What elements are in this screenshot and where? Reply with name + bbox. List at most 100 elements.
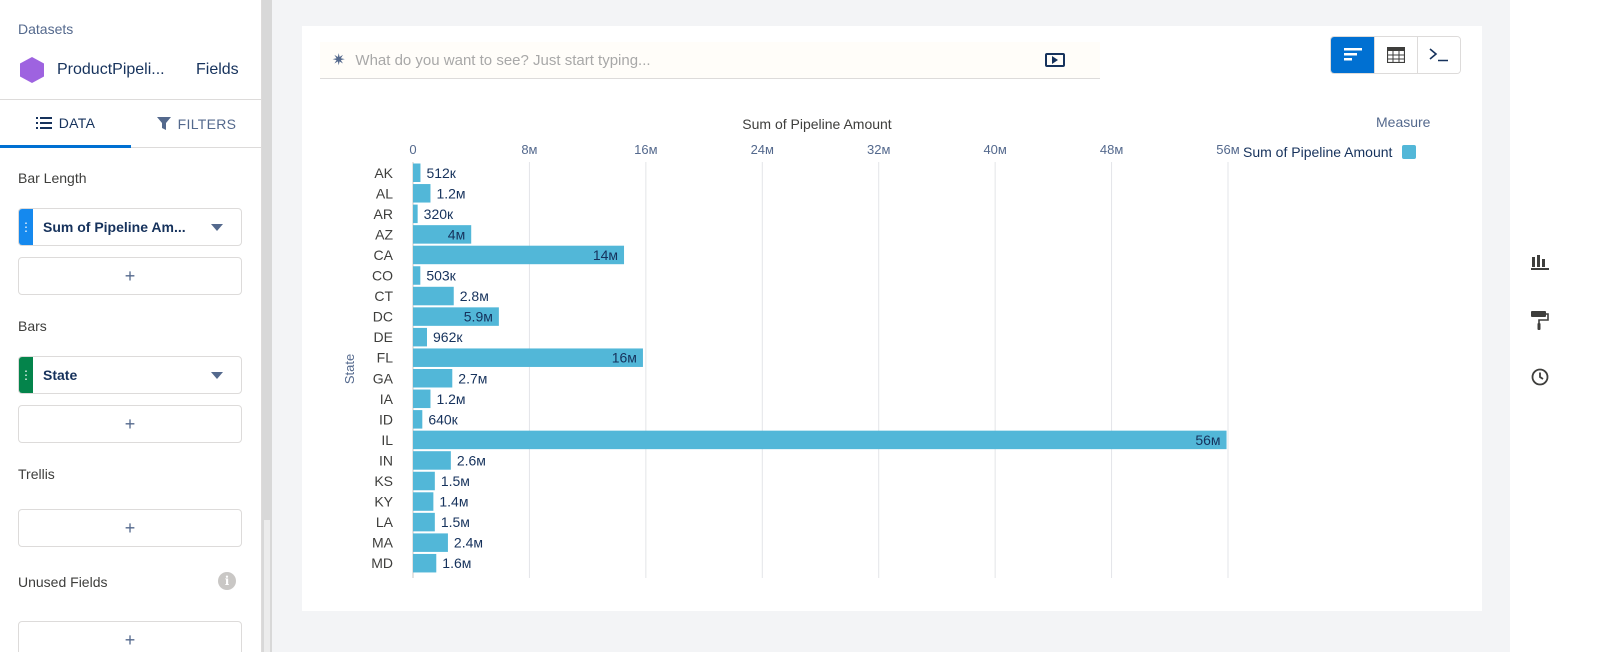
x-tick-label: 24м [751,142,774,157]
data-label: 512к [426,165,456,181]
chevron-down-icon[interactable] [211,223,223,231]
drag-handle-icon[interactable]: ⋮ [19,357,33,393]
add-dimension-button[interactable]: + [18,405,242,443]
bar[interactable] [413,225,472,244]
data-label: 5.9м [464,309,493,325]
tab-data-label: DATA [58,114,96,131]
query-bar: ✷ [320,42,1100,79]
drag-handle-icon[interactable]: ⋮ [19,209,33,245]
bar[interactable] [413,327,428,347]
legend-label: Sum of Pipeline Amount [1243,144,1393,160]
x-tick-label: 32м [867,142,890,157]
clock-icon [1531,368,1549,386]
bar[interactable] [413,512,435,532]
unused-fields-label: Unused Fields [18,574,108,590]
data-label: 1.4м [439,494,468,510]
bars-pill-label: State [43,367,78,383]
filter-icon [156,117,171,130]
data-label: 640к [428,411,458,427]
bar-length-label: Bar Length [18,170,87,186]
chart-type-icon [1531,255,1549,270]
category-label: DE [374,329,393,345]
chart-types-button[interactable] [1530,252,1550,272]
bar[interactable] [413,163,421,183]
bars-label: Bars [18,318,47,334]
bar[interactable] [413,451,451,470]
bar[interactable] [413,492,434,511]
left-panel: Datasets ProductPipeli... Fields DATA FI… [0,0,262,652]
category-label: ID [379,411,393,427]
data-label: 16м [612,350,637,366]
query-view-button[interactable] [1417,37,1460,73]
bar-length-pill-label: Sum of Pipeline Am... [43,219,186,235]
chevron-down-icon[interactable] [211,371,223,379]
data-label: 1.5м [441,514,470,530]
category-labels: AK AL AR AZ CA CO CT DC DE FL GA IA ID IL IN KS KY LA MA MD [371,165,393,571]
play-icon[interactable] [1045,53,1066,67]
add-measure-button[interactable]: + [18,257,242,295]
dataset-name[interactable]: ProductPipeli... [57,61,165,78]
paint-roller-icon [1531,311,1549,330]
chart-axis-title: Sum of Pipeline Amount [742,116,892,132]
bar[interactable] [413,348,643,367]
data-label: 1.2м [436,185,465,201]
bar[interactable] [413,471,435,491]
category-label: MD [371,555,393,571]
chart-view-button[interactable] [1331,37,1374,73]
list-icon [35,116,52,129]
legend-item[interactable]: Sum of Pipeline Amount [1243,144,1417,160]
category-label: KY [374,494,393,510]
bar[interactable] [413,430,1227,450]
add-unused-field-button[interactable]: + [18,621,242,652]
bar[interactable] [413,410,423,429]
tab-filters-label: FILTERS [177,116,237,132]
bar[interactable] [413,553,437,573]
category-label: AK [374,165,393,181]
category-label: IL [381,432,393,448]
x-tick-label: 56м [1216,142,1239,157]
data-label: 1.5м [441,473,470,489]
bar-length-measure-pill[interactable]: ⋮ Sum of Pipeline Am... [18,208,242,246]
sidebar-tabs: DATA FILTERS [0,100,261,148]
sidebar-scrollbar-thumb[interactable] [264,520,270,652]
bar[interactable] [413,369,453,388]
sidebar-scrollbar-track[interactable] [262,0,272,652]
search-input[interactable] [355,51,1046,69]
data-label: 2.8м [460,288,489,304]
data-label: 56м [1195,432,1220,448]
tab-filters[interactable]: FILTERS [131,100,261,148]
add-trellis-button[interactable]: + [18,509,242,547]
category-label: FL [377,350,394,366]
bars-dimension-pill[interactable]: ⋮ State [18,356,242,394]
x-tick-label: 0 [409,142,416,157]
fields-link[interactable]: Fields [196,61,239,78]
category-label: IN [379,452,393,468]
info-icon[interactable]: i [218,572,236,590]
bar[interactable] [413,184,431,203]
category-label: LA [376,514,394,530]
bar[interactable] [413,204,418,224]
tab-data[interactable]: DATA [0,100,131,148]
x-tick-label: 8м [521,142,537,157]
data-label: 962к [433,329,463,345]
bar[interactable] [413,286,454,306]
category-label: MA [372,535,394,551]
bar[interactable] [413,389,431,409]
category-label: AL [376,185,393,201]
bar[interactable] [413,533,448,552]
data-label: 1.6м [442,555,471,571]
format-button[interactable] [1530,310,1550,330]
table-view-button[interactable] [1374,37,1417,73]
data-label: 2.6м [457,452,486,468]
bars [413,163,1227,573]
x-tick-label: 48м [1100,142,1123,157]
bar[interactable] [413,245,625,265]
gridlines [412,162,1229,578]
history-button[interactable] [1530,367,1550,387]
category-label: GA [373,370,394,386]
bar[interactable] [413,307,499,326]
data-label: 2.7м [458,370,487,386]
bar[interactable] [413,266,421,285]
divider [0,99,261,100]
